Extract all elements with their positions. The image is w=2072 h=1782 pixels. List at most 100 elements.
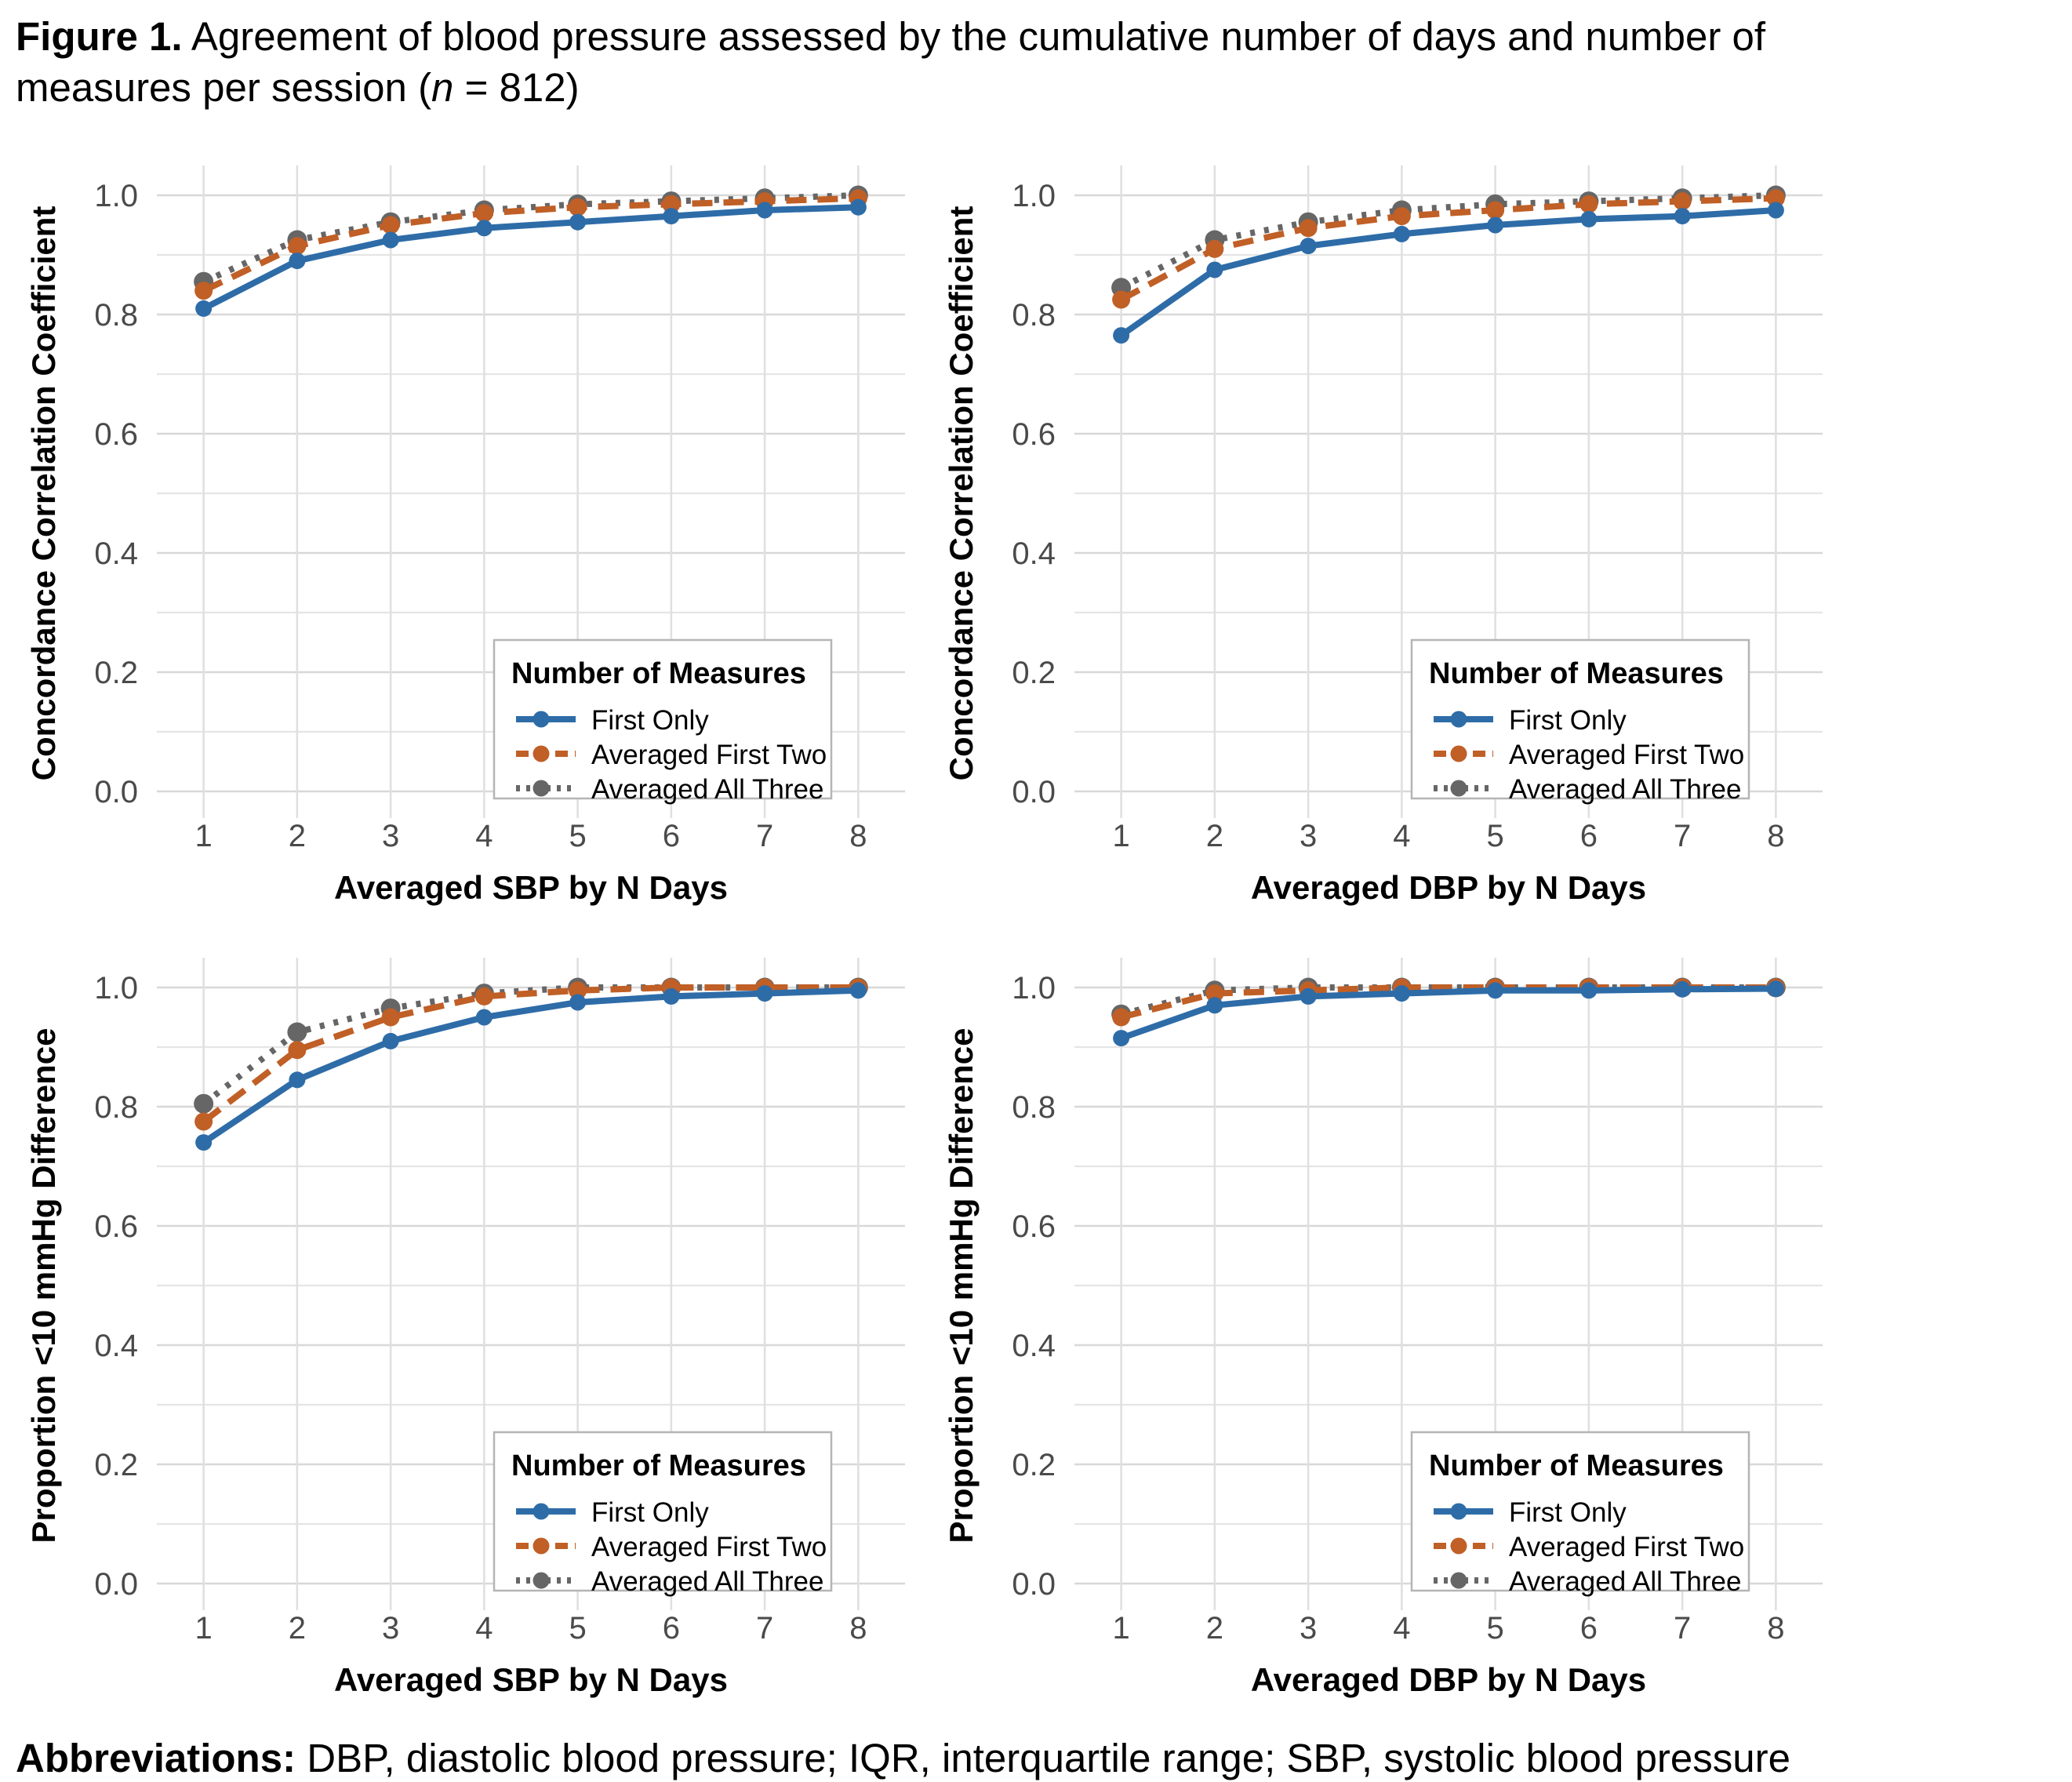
data-point-first-only: [475, 1009, 493, 1026]
legend-swatch-dot-averaged-all-three: [533, 780, 550, 797]
figure-caption-line2-pre: measures per session (: [16, 65, 432, 111]
data-point-averaged-first-two: [288, 236, 307, 255]
legend-title: Number of Measures: [511, 1449, 806, 1482]
legend-label-averaged-first-two: Averaged First Two: [1509, 1532, 1744, 1562]
data-point-first-only: [569, 213, 587, 231]
data-point-averaged-first-two: [194, 1112, 213, 1131]
data-point-first-only: [1113, 1029, 1130, 1046]
data-point-first-only: [1206, 996, 1223, 1013]
x-tick-label: 4: [475, 819, 493, 853]
x-tick-label: 7: [756, 1611, 773, 1646]
data-point-first-only: [382, 231, 399, 249]
legend-title: Number of Measures: [511, 657, 806, 690]
data-point-first-only: [1393, 225, 1410, 242]
data-point-averaged-first-two: [194, 281, 213, 300]
y-tick-label: 1.0: [1012, 971, 1056, 1006]
legend: Number of Measures First Only Averaged Fir…: [493, 638, 833, 805]
figure-caption-n: n: [431, 65, 454, 111]
legend-swatch-dot-averaged-first-two: [533, 745, 550, 762]
legend-swatch-dot-first-only: [1450, 1503, 1467, 1520]
abbreviations-footnote: Abbreviations: DBP, diastolic blood pres…: [0, 1718, 2072, 1782]
y-axis-title: Proportion <10 mmHg Difference: [25, 1027, 62, 1543]
x-tick-label: 7: [756, 819, 773, 853]
data-point-first-only: [1767, 980, 1784, 997]
data-point-first-only: [1674, 980, 1691, 998]
legend: Number of Measures First Only Averaged Fir…: [493, 1431, 833, 1597]
legend-swatch-dot-first-only: [533, 711, 550, 728]
x-tick-label: 8: [849, 819, 867, 853]
data-point-first-only: [1580, 210, 1598, 227]
y-tick-label: 1.0: [1012, 179, 1056, 213]
data-point-first-only: [1113, 326, 1130, 344]
x-tick-label: 3: [382, 819, 399, 853]
x-tick-label: 5: [569, 1611, 587, 1646]
y-tick-label: 0.0: [94, 1567, 138, 1602]
chart-top-right-dbp-ccc: Concordance Correlation Coefficient 0.0 0.…: [932, 134, 1841, 926]
chart-top-left-sbp-ccc: Concordance Correlation Coefficient 0.0 0.…: [14, 134, 924, 926]
data-point-averaged-first-two: [569, 198, 587, 216]
y-tick-label: 0.2: [1012, 656, 1056, 690]
y-tick-label: 0.4: [94, 536, 138, 571]
x-tick-label: 4: [1393, 819, 1410, 853]
y-tick-label: 0.4: [1012, 536, 1056, 571]
data-point-averaged-first-two: [1112, 1008, 1131, 1027]
data-point-averaged-first-two: [474, 203, 493, 222]
legend-label-first-only: First Only: [1509, 705, 1627, 736]
x-tick-label: 6: [663, 819, 680, 853]
y-tick-label: 0.4: [1012, 1329, 1056, 1363]
x-tick-label: 7: [1674, 819, 1691, 853]
series-first-only: [195, 981, 867, 1151]
x-tick-label: 5: [569, 819, 587, 853]
y-tick-labels: 0.0 0.2 0.4 0.6 0.8 1.0: [94, 179, 138, 809]
x-axis-title: Averaged DBP by N Days: [1251, 869, 1646, 906]
y-tick-label: 0.2: [94, 656, 138, 690]
data-point-first-only: [195, 300, 213, 317]
series-first-only: [1113, 202, 1784, 344]
figure-caption-line1: Agreement of blood pressure assessed by …: [182, 14, 1766, 59]
figure-caption: Figure 1. Agreement of blood pressure as…: [0, 0, 2072, 114]
y-tick-label: 0.6: [94, 1209, 138, 1244]
y-tick-label: 1.0: [94, 179, 138, 213]
data-point-first-only: [1206, 261, 1223, 278]
data-point-first-only: [1487, 216, 1504, 234]
plot-bottom-left: Proportion <10 mmHg Difference0.00.20.40…: [25, 957, 905, 1698]
y-tick-label: 0.2: [94, 1448, 138, 1482]
legend-label-averaged-all-three: Averaged All Three: [1509, 1566, 1741, 1597]
legend-label-averaged-first-two: Averaged First Two: [591, 740, 827, 770]
x-tick-label: 1: [1113, 1611, 1130, 1646]
data-point-averaged-first-two: [381, 216, 400, 235]
plot-bottom-right: Proportion <10 mmHg Difference0.00.20.40…: [943, 957, 1823, 1698]
data-point-averaged-first-two: [1766, 188, 1785, 207]
data-point-first-only: [1767, 202, 1784, 219]
legend-swatch-dot-first-only: [1450, 711, 1467, 728]
data-point-averaged-first-two: [1205, 984, 1224, 1002]
x-tick-label: 4: [475, 1611, 493, 1646]
y-tick-label: 0.8: [94, 1090, 138, 1125]
x-tick-label: 4: [1393, 1611, 1410, 1646]
data-point-first-only: [1674, 207, 1691, 224]
legend-label-averaged-all-three: Averaged All Three: [591, 774, 823, 805]
x-tick-label: 6: [1580, 1611, 1598, 1646]
x-tick-label: 3: [1300, 819, 1317, 853]
x-tick-label: 2: [1206, 1611, 1223, 1646]
data-point-first-only: [663, 207, 680, 224]
legend-swatch-dot-first-only: [533, 1503, 550, 1520]
x-tick-label: 3: [1300, 1611, 1317, 1646]
data-point-first-only: [1487, 981, 1504, 998]
legend: Number of Measures First Only Averaged Fir…: [1410, 638, 1750, 805]
data-point-first-only: [756, 202, 773, 219]
x-tick-label: 7: [1674, 1611, 1691, 1646]
y-tick-label: 0.0: [1012, 1567, 1056, 1602]
abbreviations-text: DBP, diastolic blood pressure; IQR, inte…: [296, 1735, 1790, 1780]
x-tick-label: 5: [1487, 1611, 1504, 1646]
data-point-averaged-first-two: [1112, 290, 1131, 309]
y-tick-label: 0.8: [1012, 1090, 1056, 1125]
figure-caption-line2-post: = 812): [453, 65, 580, 111]
y-tick-label: 0.6: [94, 417, 138, 452]
gridlines: [157, 957, 905, 1610]
data-point-first-only: [756, 984, 773, 1002]
series-first-only: [195, 198, 867, 317]
chart-bottom-left-sbp-proportion: Proportion <10 mmHg Difference 0.0 0.2 0.4 0…: [14, 926, 924, 1718]
data-point-averaged-first-two: [1392, 206, 1411, 225]
x-tick-label: 1: [195, 819, 213, 853]
